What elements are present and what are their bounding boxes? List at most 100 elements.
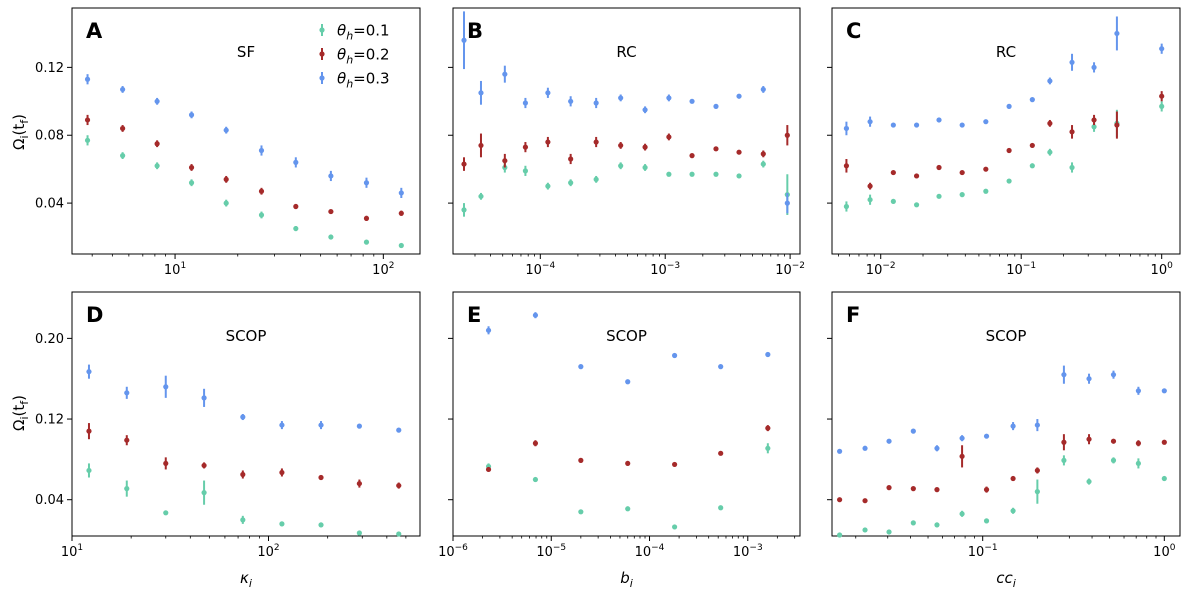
panel-title: RC xyxy=(996,43,1016,61)
series-theta_0-2 xyxy=(485,425,771,473)
panel-title: RC xyxy=(616,43,636,61)
data-point xyxy=(934,445,940,451)
data-point xyxy=(1029,163,1035,169)
series-theta_0-1 xyxy=(485,443,771,530)
data-point xyxy=(618,163,624,169)
data-point xyxy=(363,239,370,245)
data-point xyxy=(1029,142,1035,149)
data-point xyxy=(959,169,965,176)
data-point xyxy=(188,112,195,118)
data-point xyxy=(867,197,873,203)
data-point xyxy=(736,149,742,155)
data-point xyxy=(363,215,370,221)
data-point xyxy=(959,192,965,198)
legend-marker xyxy=(319,75,325,81)
data-point xyxy=(258,147,265,154)
x-tick-label: 10−1 xyxy=(1006,261,1036,278)
data-point xyxy=(120,153,126,159)
data-point xyxy=(223,176,229,182)
data-point xyxy=(713,171,719,177)
data-point xyxy=(765,425,771,431)
data-point xyxy=(568,98,574,104)
data-point xyxy=(163,460,169,467)
data-point xyxy=(124,486,130,492)
data-point xyxy=(1006,178,1012,184)
data-point xyxy=(502,158,508,164)
data-point xyxy=(461,207,467,213)
data-point xyxy=(545,139,551,145)
data-point xyxy=(84,117,91,123)
data-point xyxy=(522,100,529,106)
x-tick-label: 10−3 xyxy=(650,261,680,278)
panel-letter: C xyxy=(846,19,861,43)
legend: θh=0.1 θh=0.2 θh=0.3 xyxy=(319,22,390,91)
x-tick-label: 10−2 xyxy=(775,261,805,278)
data-point xyxy=(1061,457,1067,463)
data-point xyxy=(862,527,868,533)
data-point xyxy=(760,151,766,157)
x-tick-label: 100 xyxy=(1153,543,1176,560)
data-point xyxy=(959,435,965,441)
data-point xyxy=(1069,164,1075,171)
data-point xyxy=(936,117,942,123)
data-point xyxy=(1086,376,1092,382)
panel-title: SCOP xyxy=(606,327,647,345)
data-point xyxy=(1086,478,1092,485)
series-theta_0-3 xyxy=(843,16,1165,136)
y-tick-label: 0.20 xyxy=(35,332,64,347)
y-tick-label: 0.04 xyxy=(35,197,64,212)
data-point xyxy=(86,467,92,474)
data-point xyxy=(910,486,916,492)
panel-f: 10−1 100 F SCOP cci xyxy=(827,291,1181,590)
data-point xyxy=(625,460,631,467)
data-point xyxy=(837,532,843,538)
series-theta_0-3 xyxy=(485,312,771,385)
data-point xyxy=(1135,460,1142,467)
panel-d: 0.04 0.12 0.20 101 102 D SCOP κi xyxy=(35,291,421,590)
data-point xyxy=(837,448,843,454)
data-point xyxy=(862,498,868,504)
y-axis-label-top: Ωi(tf) xyxy=(10,114,31,150)
series-theta_0-3 xyxy=(837,365,1167,454)
data-point xyxy=(545,90,551,96)
data-point xyxy=(201,395,207,401)
data-point xyxy=(1159,103,1165,109)
data-point xyxy=(461,161,467,167)
data-point xyxy=(84,76,91,82)
data-point xyxy=(279,422,285,428)
panel-e: 10−6 10−5 10−4 10−3 E SCOP bi xyxy=(438,291,801,590)
data-point xyxy=(765,351,771,358)
data-point xyxy=(593,176,599,182)
data-point xyxy=(910,428,916,434)
series-theta_0-2 xyxy=(843,91,1165,190)
axes-frame xyxy=(831,291,1181,537)
x-axis-label: cci xyxy=(996,569,1016,590)
data-point xyxy=(1069,129,1075,135)
data-point xyxy=(258,188,265,194)
data-point xyxy=(578,457,584,463)
series-theta_0-1 xyxy=(837,455,1167,538)
panel-b: 10−4 10−3 10−2 B RC xyxy=(448,7,805,278)
data-point xyxy=(913,122,920,128)
y-tick-label: 0.08 xyxy=(35,129,64,144)
data-point xyxy=(959,122,965,128)
data-point xyxy=(625,379,631,385)
panel-c: 10−2 10−1 100 C RC xyxy=(827,7,1181,278)
data-point xyxy=(318,474,324,481)
data-point xyxy=(1010,508,1016,514)
data-point xyxy=(1010,423,1016,429)
data-point xyxy=(837,497,843,503)
data-point xyxy=(959,453,965,459)
data-point xyxy=(84,137,91,143)
data-point xyxy=(867,119,873,125)
panel-letter: A xyxy=(86,19,103,43)
data-point xyxy=(478,90,484,96)
data-point xyxy=(1047,120,1053,126)
data-point xyxy=(163,510,169,516)
x-tick-label: 10−2 xyxy=(866,261,896,278)
data-point xyxy=(201,490,207,496)
x-tick-label: 100 xyxy=(1151,261,1174,278)
data-point xyxy=(356,423,362,429)
data-point xyxy=(718,505,724,511)
data-point xyxy=(545,183,551,189)
